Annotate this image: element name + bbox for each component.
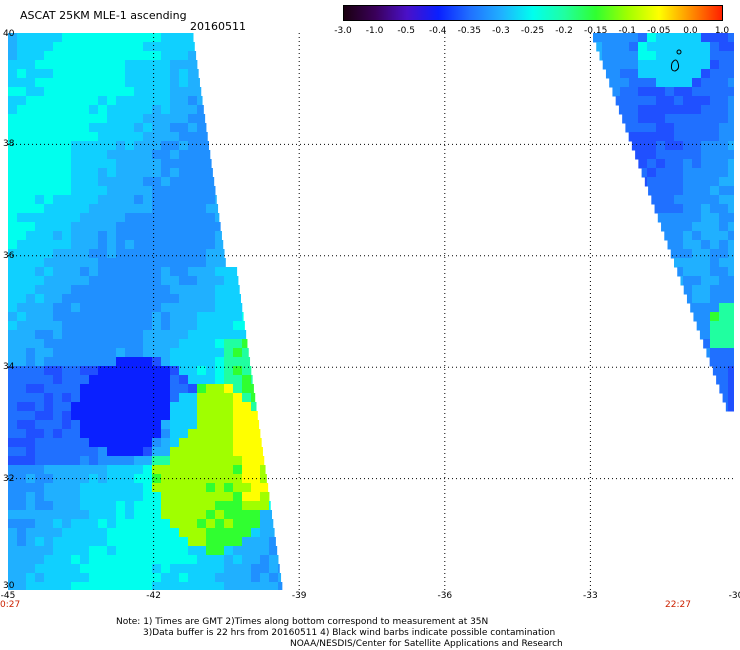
colorbar-tick-label: 1.0 [714, 26, 730, 36]
longitude-label: -45 [0, 591, 16, 601]
colorbar-tick-label: -0.2 [555, 26, 573, 36]
map-grid [8, 33, 734, 590]
longitude-label: -39 [291, 591, 307, 601]
latitude-label: 34 [3, 362, 15, 373]
contour-mark [670, 59, 680, 72]
product-date: 20160511 [190, 20, 246, 33]
longitude-label: -36 [437, 591, 453, 601]
map-plot-area [8, 33, 734, 590]
right-swath [593, 33, 734, 412]
colorbar-tick-label: -3.0 [334, 26, 352, 36]
colorbar-tick-label: -0.5 [397, 26, 415, 36]
latitude-label: 38 [3, 139, 15, 150]
latitude-label: 32 [3, 473, 15, 484]
colorbar [343, 5, 723, 21]
colorbar-tick-label: -0.25 [520, 26, 545, 36]
latitude-label: 30 [3, 581, 15, 591]
colorbar-tick-label: -0.35 [457, 26, 481, 36]
colorbar-tick-label: 0.0 [683, 26, 698, 36]
colorbar-tick-label: -0.05 [647, 26, 671, 36]
time-label-left: 0:27 [0, 600, 21, 610]
colorbar-tick-label: -0.4 [428, 26, 447, 36]
colorbar-tick-label: -0.1 [618, 26, 637, 36]
longitude-label: -42 [146, 591, 161, 601]
contour-mark [676, 49, 682, 55]
latitude-label: 36 [3, 250, 15, 261]
colorbar-tick-label: -0.3 [492, 26, 510, 36]
product-title: ASCAT 25KM MLE-1 ascending [20, 9, 187, 22]
longitude-label: -33 [583, 591, 598, 601]
time-label-right: 22:27 [665, 600, 691, 610]
footer-note-line2: 3)Data buffer is 22 hrs from 20160511 4)… [143, 628, 556, 638]
footer-credit: NOAA/NESDIS/Center for Satellite Applica… [290, 639, 563, 649]
colorbar-tick-label: -0.15 [584, 26, 608, 36]
left-swath [8, 33, 283, 590]
footer-note-line1: Note: 1) Times are GMT 2)Times along bot… [116, 617, 489, 627]
longitude-label: -30 [728, 591, 740, 601]
colorbar-tick-label: -1.0 [365, 26, 384, 36]
latitude-label: 40 [3, 29, 15, 39]
